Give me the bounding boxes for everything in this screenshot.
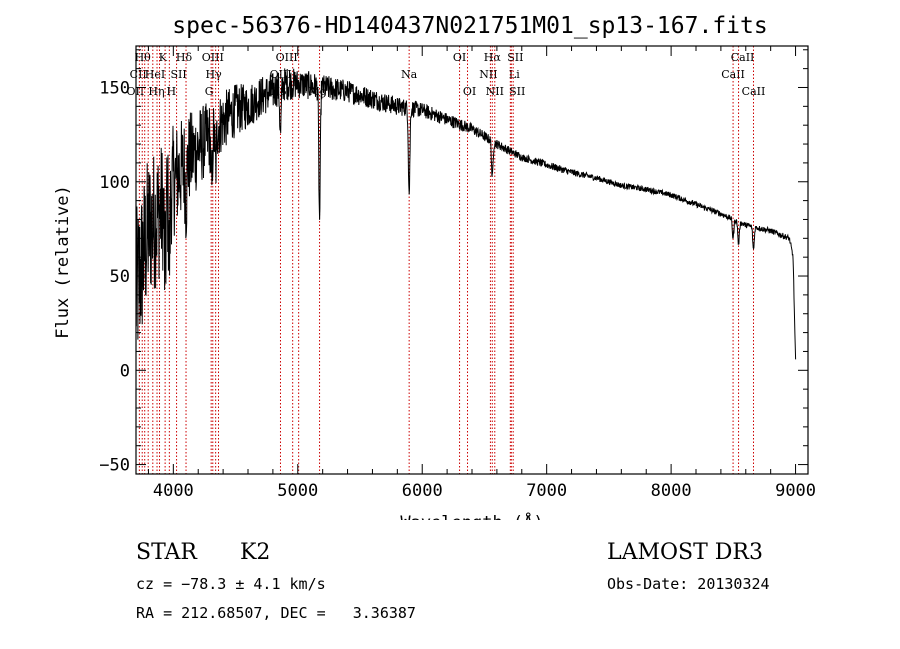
y-tick-label-50: 50 bbox=[110, 267, 130, 287]
chart-title: spec-56376-HD140437N021751M01_sp13-167.f… bbox=[172, 13, 767, 39]
line-marker-label-24: NII bbox=[486, 85, 504, 98]
y-tick-label-0: 0 bbox=[120, 361, 130, 381]
x-tick-label-8000: 8000 bbox=[651, 481, 692, 501]
y-axis-label: Flux (relative) bbox=[53, 185, 73, 339]
line-marker-label-27: SII bbox=[509, 85, 525, 98]
line-marker-label-30: CaII bbox=[742, 85, 766, 98]
plot-frame bbox=[135, 45, 809, 475]
line-marker-label-9: SII bbox=[170, 68, 186, 81]
object-type: STAR bbox=[136, 540, 197, 565]
line-marker-label-29: CaII bbox=[731, 51, 755, 64]
x-axis-label: Wavelength (Å) bbox=[400, 511, 543, 520]
x-tick-label-7000: 7000 bbox=[526, 481, 567, 501]
x-tick-label-6000: 6000 bbox=[402, 481, 443, 501]
line-marker-label-23: Hα bbox=[484, 51, 502, 64]
line-marker-label-19: Na bbox=[401, 68, 418, 81]
y-tick-label--50: −50 bbox=[99, 456, 130, 476]
line-marker-label-8: H bbox=[167, 85, 177, 98]
spectrum-chart: spec-56376-HD140437N021751M01_sp13-167.f… bbox=[53, 13, 816, 520]
x-tick-label-9000: 9000 bbox=[775, 481, 816, 501]
spectrum-line bbox=[135, 68, 797, 360]
spectrum-series bbox=[135, 68, 797, 360]
redshift-text: cz = −78.3 ± 4.1 km/s bbox=[136, 575, 326, 593]
line-marker-label-10: Hδ bbox=[176, 51, 193, 64]
line-marker-label-21: OI bbox=[463, 85, 476, 98]
ra-dec-text: RA = 212.68507, DEC = 3.36387 bbox=[136, 604, 416, 622]
line-marker-label-13: Hγ bbox=[206, 68, 223, 81]
line-marker-label-22: NII bbox=[479, 68, 497, 81]
x-tick-label-4000: 4000 bbox=[153, 481, 194, 501]
line-marker-label-6: Hη bbox=[148, 85, 164, 98]
line-marker-label-17: OIII bbox=[276, 51, 298, 64]
line-marker-label-11: G bbox=[205, 85, 214, 98]
line-marker-label-5: HeI bbox=[145, 68, 165, 81]
obs-date: Obs-Date: 20130324 bbox=[607, 575, 770, 593]
line-marker-label-25: Li bbox=[509, 68, 520, 81]
line-marker-label-0: OII bbox=[127, 85, 145, 98]
y-tick-label-150: 150 bbox=[99, 78, 130, 98]
line-marker-label-1: CII bbox=[130, 68, 147, 81]
axes: 4000 5000 6000 7000 8000 9000 −50 0 50 100 150 bbox=[99, 45, 816, 501]
line-marker-label-4: K bbox=[159, 51, 168, 64]
y-tick-label-100: 100 bbox=[99, 173, 130, 193]
object-subclass: K2 bbox=[240, 540, 271, 565]
x-tick-label-5000: 5000 bbox=[277, 481, 318, 501]
line-marker-label-26: SII bbox=[507, 51, 523, 64]
line-marker-label-2: Hθ bbox=[135, 51, 152, 64]
line-marker-label-28: CaII bbox=[721, 68, 745, 81]
line-marker-label-20: OI bbox=[453, 51, 466, 64]
line-marker-label-12: OIII bbox=[202, 51, 224, 64]
survey-name: LAMOST DR3 bbox=[607, 540, 763, 565]
